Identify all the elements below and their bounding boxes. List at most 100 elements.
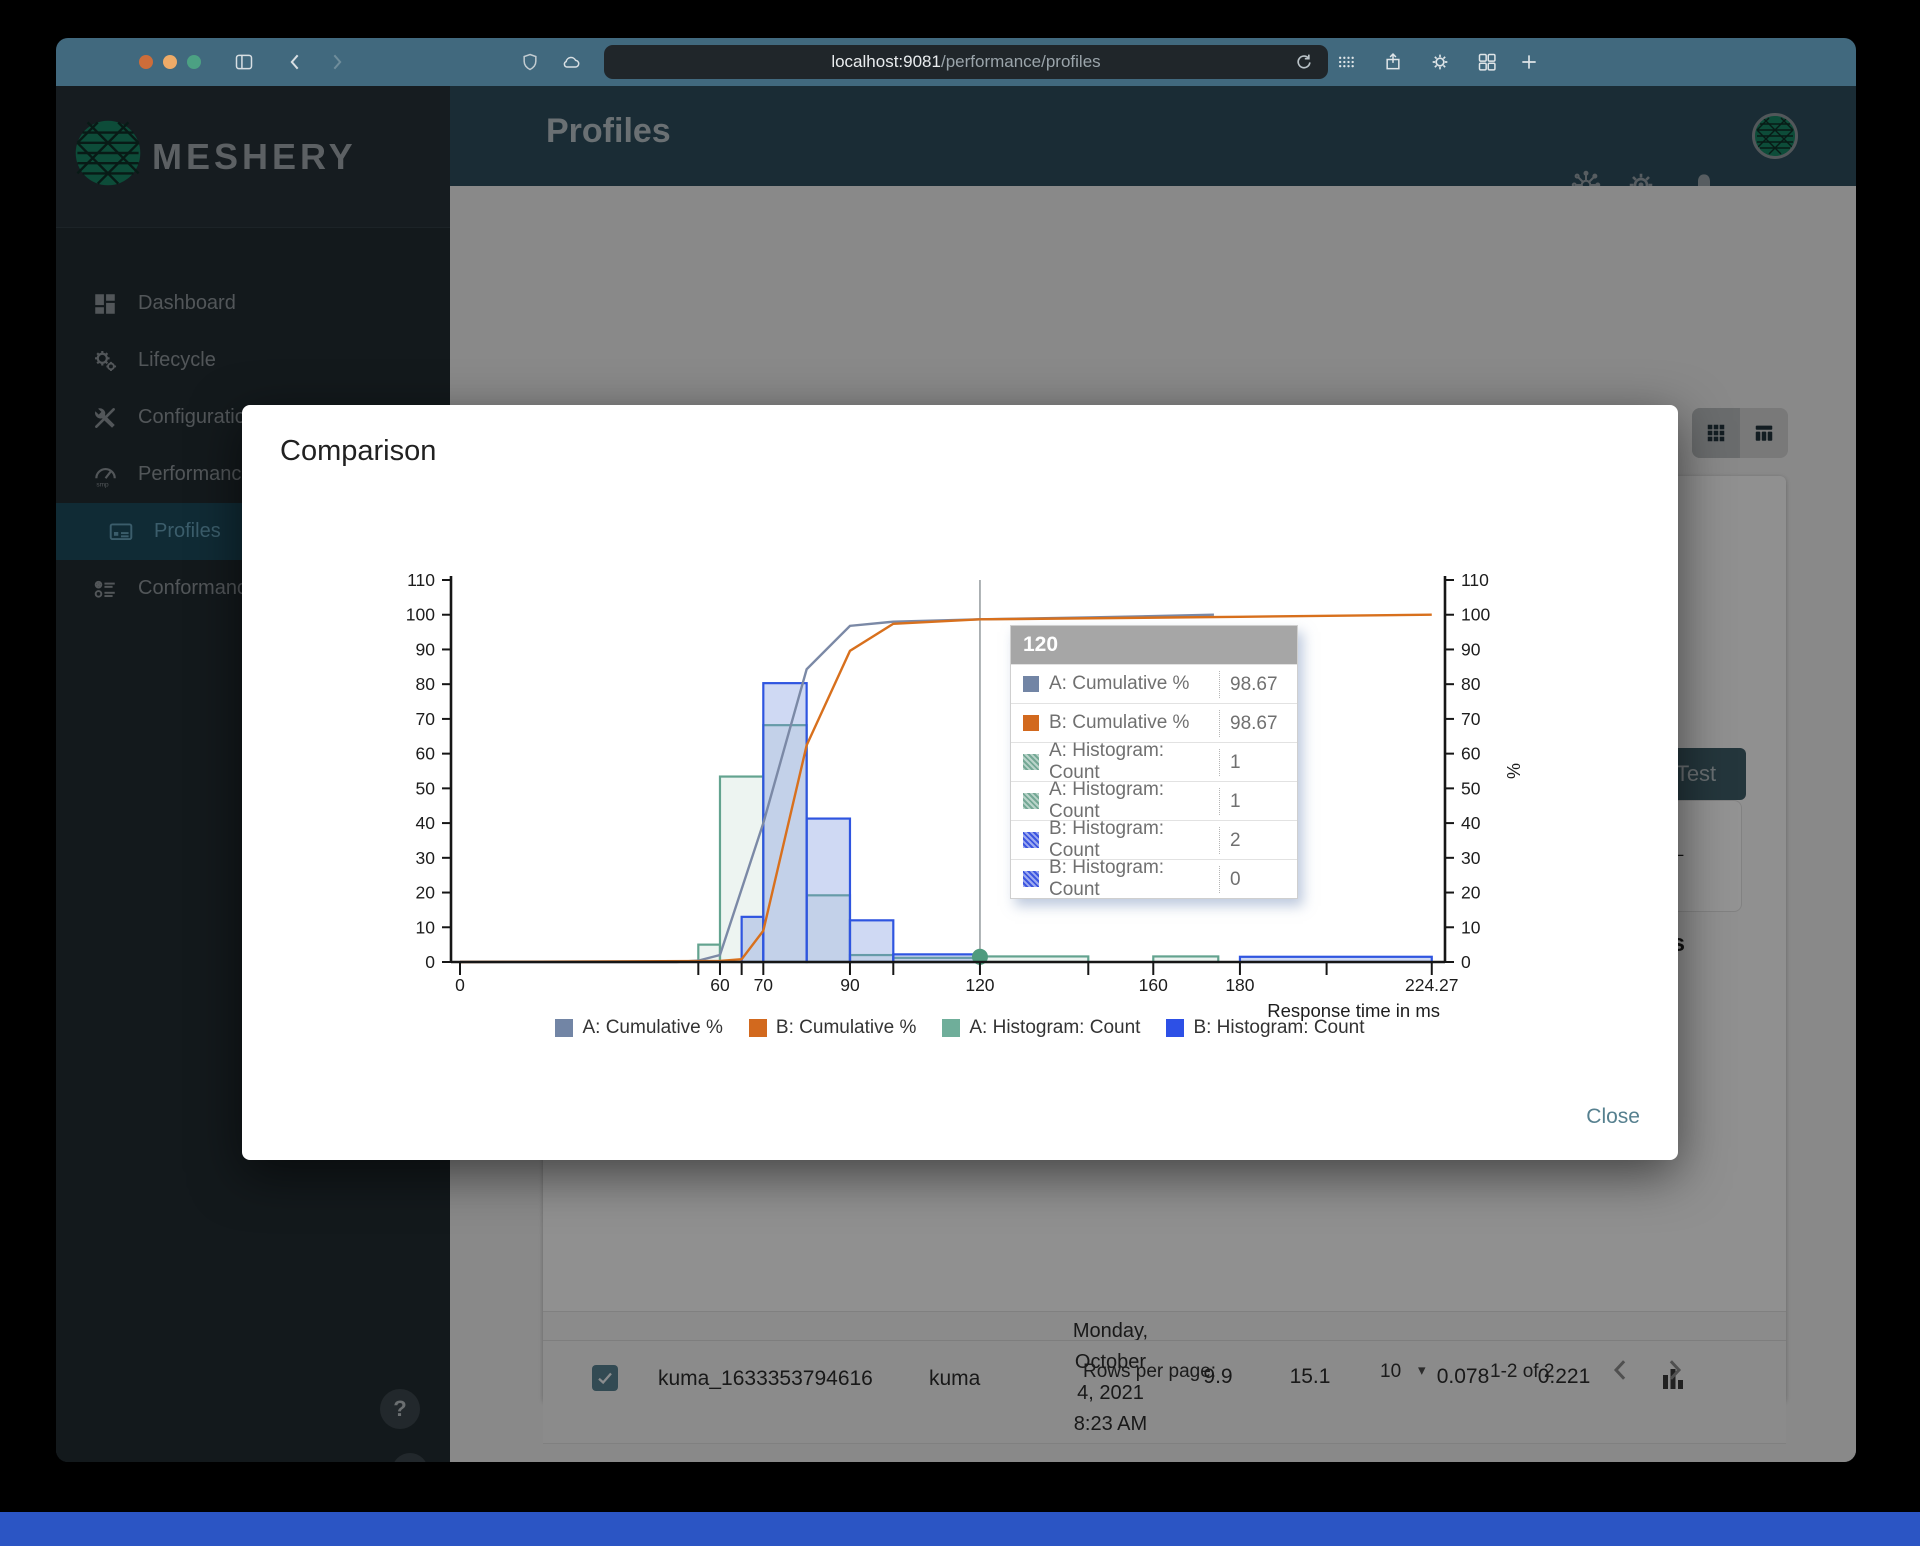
smp-text: smp xyxy=(96,481,109,488)
avatar[interactable] xyxy=(1752,113,1798,159)
sidebar-item-label: Conformance xyxy=(138,577,259,599)
sidebar-item-configuration[interactable]: Configuration xyxy=(56,389,450,446)
modal-title: Comparison xyxy=(280,435,437,467)
close-button[interactable]: Close xyxy=(1586,1105,1640,1128)
svg-text:0: 0 xyxy=(1461,952,1471,972)
series-swatch-icon xyxy=(1023,793,1039,809)
settings-gear-icon[interactable] xyxy=(1430,52,1450,72)
sidebar-toggle-icon[interactable] xyxy=(234,52,254,72)
svg-text:90: 90 xyxy=(840,975,860,995)
chart-legend: A: Cumulative % B: Cumulative % A: Histogr… xyxy=(242,1017,1678,1039)
svg-text:90: 90 xyxy=(416,639,436,659)
grid-view-icon xyxy=(1707,424,1725,442)
shield-icon[interactable] xyxy=(520,52,540,72)
legend-item[interactable]: A: Cumulative % xyxy=(555,1017,723,1039)
caret-down-icon[interactable]: ▾ xyxy=(1418,1362,1426,1379)
svg-text:Response time in ms: Response time in ms xyxy=(1267,1000,1440,1021)
traffic-minimize-button[interactable] xyxy=(163,55,177,69)
tooltip-series-value: 2 xyxy=(1219,826,1297,854)
desktop-strip xyxy=(0,1512,1920,1546)
tooltip-row: A: Histogram: Count 1 xyxy=(1011,740,1297,783)
refresh-icon[interactable] xyxy=(1294,52,1314,72)
svg-text:50: 50 xyxy=(1461,778,1481,798)
profile-duration: 15.1 xyxy=(1289,1365,1331,1388)
legend-item[interactable]: B: Cumulative % xyxy=(748,1017,916,1039)
svg-text:30: 30 xyxy=(1461,848,1481,868)
svg-text:80: 80 xyxy=(1461,674,1481,694)
lifecycle-gears-icon xyxy=(92,348,118,374)
pagination: Rows per page: 10 ▾ 1-2 of 2 xyxy=(543,1340,1786,1402)
legend-label: B: Histogram: Count xyxy=(1193,1017,1365,1038)
legend-item[interactable]: A: Histogram: Count xyxy=(942,1017,1140,1039)
chart-tooltip: 120 A: Cumulative % 98.67 B: Cumulative % 9… xyxy=(1010,625,1298,900)
help-button[interactable]: ? xyxy=(380,1389,420,1429)
tooltip-series-label: B: Histogram: Count xyxy=(1049,818,1165,861)
share-icon[interactable] xyxy=(1383,52,1403,72)
back-icon[interactable] xyxy=(286,52,306,72)
next-page-button[interactable] xyxy=(1659,1355,1689,1385)
tooltip-row: A: Histogram: Count 1 xyxy=(1011,779,1297,822)
rows-per-page-label: Rows per page: xyxy=(1083,1361,1217,1382)
traffic-close-button[interactable] xyxy=(139,55,153,69)
sidebar-item-dashboard[interactable]: Dashboard xyxy=(56,275,450,332)
svg-text:110: 110 xyxy=(1461,570,1489,590)
profiles-card-icon xyxy=(108,519,134,545)
svg-text:80: 80 xyxy=(416,674,436,694)
tooltip-series-value: 98.67 xyxy=(1219,670,1297,698)
tooltip-row: B: Cumulative % 98.67 xyxy=(1011,703,1297,742)
traffic-zoom-button[interactable] xyxy=(187,55,201,69)
legend-swatch-icon xyxy=(555,1019,574,1037)
svg-text:50: 50 xyxy=(416,778,436,798)
profile-qps: 9.9 xyxy=(1203,1365,1233,1388)
svg-text:60: 60 xyxy=(1461,744,1481,764)
tab-overview-icon[interactable] xyxy=(1477,52,1497,72)
tooltip-series-value: 1 xyxy=(1219,787,1297,815)
tooltip-series-label: A: Histogram: Count xyxy=(1049,779,1165,822)
previous-page-button[interactable] xyxy=(1606,1355,1636,1385)
sidebar-item-performance[interactable]: smp Performance xyxy=(56,446,450,503)
comparison-modal: Comparison 0 0 10 10 20 20 30 30 40 40 50 50 60 60 70 7… xyxy=(242,405,1678,1160)
table-view-button[interactable] xyxy=(1740,408,1788,458)
speedometer-icon: smp xyxy=(92,462,118,488)
svg-text:60: 60 xyxy=(416,744,436,764)
svg-text:70: 70 xyxy=(416,709,436,729)
browser-toolbar: localhost:9081/performance/profiles xyxy=(56,38,1856,86)
svg-text:30: 30 xyxy=(416,848,436,868)
forward-icon[interactable] xyxy=(326,52,346,72)
dashboard-icon xyxy=(92,291,118,317)
legend-label: A: Cumulative % xyxy=(582,1017,723,1038)
table-row[interactable]: kuma_1633353794616 kuma Monday, October … xyxy=(543,1311,1786,1444)
collapse-sidebar-button[interactable] xyxy=(392,1453,428,1462)
row-checkbox[interactable] xyxy=(592,1365,618,1391)
view-results-chart-icon[interactable] xyxy=(1662,1365,1684,1391)
legend-item[interactable]: B: Histogram: Count xyxy=(1166,1017,1365,1039)
pagination-range: 1-2 of 2 xyxy=(1490,1361,1555,1382)
rows-per-page-select[interactable]: 10 xyxy=(1380,1361,1402,1382)
svg-text:20: 20 xyxy=(416,883,436,903)
tooltip-series-label: B: Cumulative % xyxy=(1049,712,1190,733)
tooltip-series-label: B: Histogram: Count xyxy=(1049,857,1165,900)
sidebar-item-label: Configuration xyxy=(138,406,257,428)
brand-row[interactable]: MESHERY xyxy=(56,86,450,228)
series-swatch-icon xyxy=(1023,676,1039,692)
tooltip-series-label: A: Histogram: Count xyxy=(1049,740,1165,783)
sidebar-item-label: Performance xyxy=(138,463,253,485)
legend-swatch-icon xyxy=(942,1019,961,1037)
sidebar-item-conformance[interactable]: Conformance xyxy=(56,560,450,617)
grid-view-button[interactable] xyxy=(1692,408,1740,458)
tooltip-series-value: 0 xyxy=(1219,865,1297,893)
sidebar-item-lifecycle[interactable]: Lifecycle xyxy=(56,332,450,389)
extensions-grid-icon[interactable] xyxy=(1336,52,1356,72)
address-bar[interactable]: localhost:9081/performance/profiles xyxy=(604,45,1328,79)
tooltip-row: A: Cumulative % 98.67 xyxy=(1011,664,1297,703)
svg-text:100: 100 xyxy=(1461,605,1490,625)
svg-text:0: 0 xyxy=(425,952,435,972)
help-question-icon: ? xyxy=(393,1396,407,1421)
cloud-icon[interactable] xyxy=(561,52,581,72)
svg-text:40: 40 xyxy=(1461,813,1481,833)
legend-swatch-icon xyxy=(748,1019,767,1037)
new-tab-icon[interactable] xyxy=(1519,52,1539,72)
profile-name: kuma_1633353794616 xyxy=(658,1367,873,1390)
